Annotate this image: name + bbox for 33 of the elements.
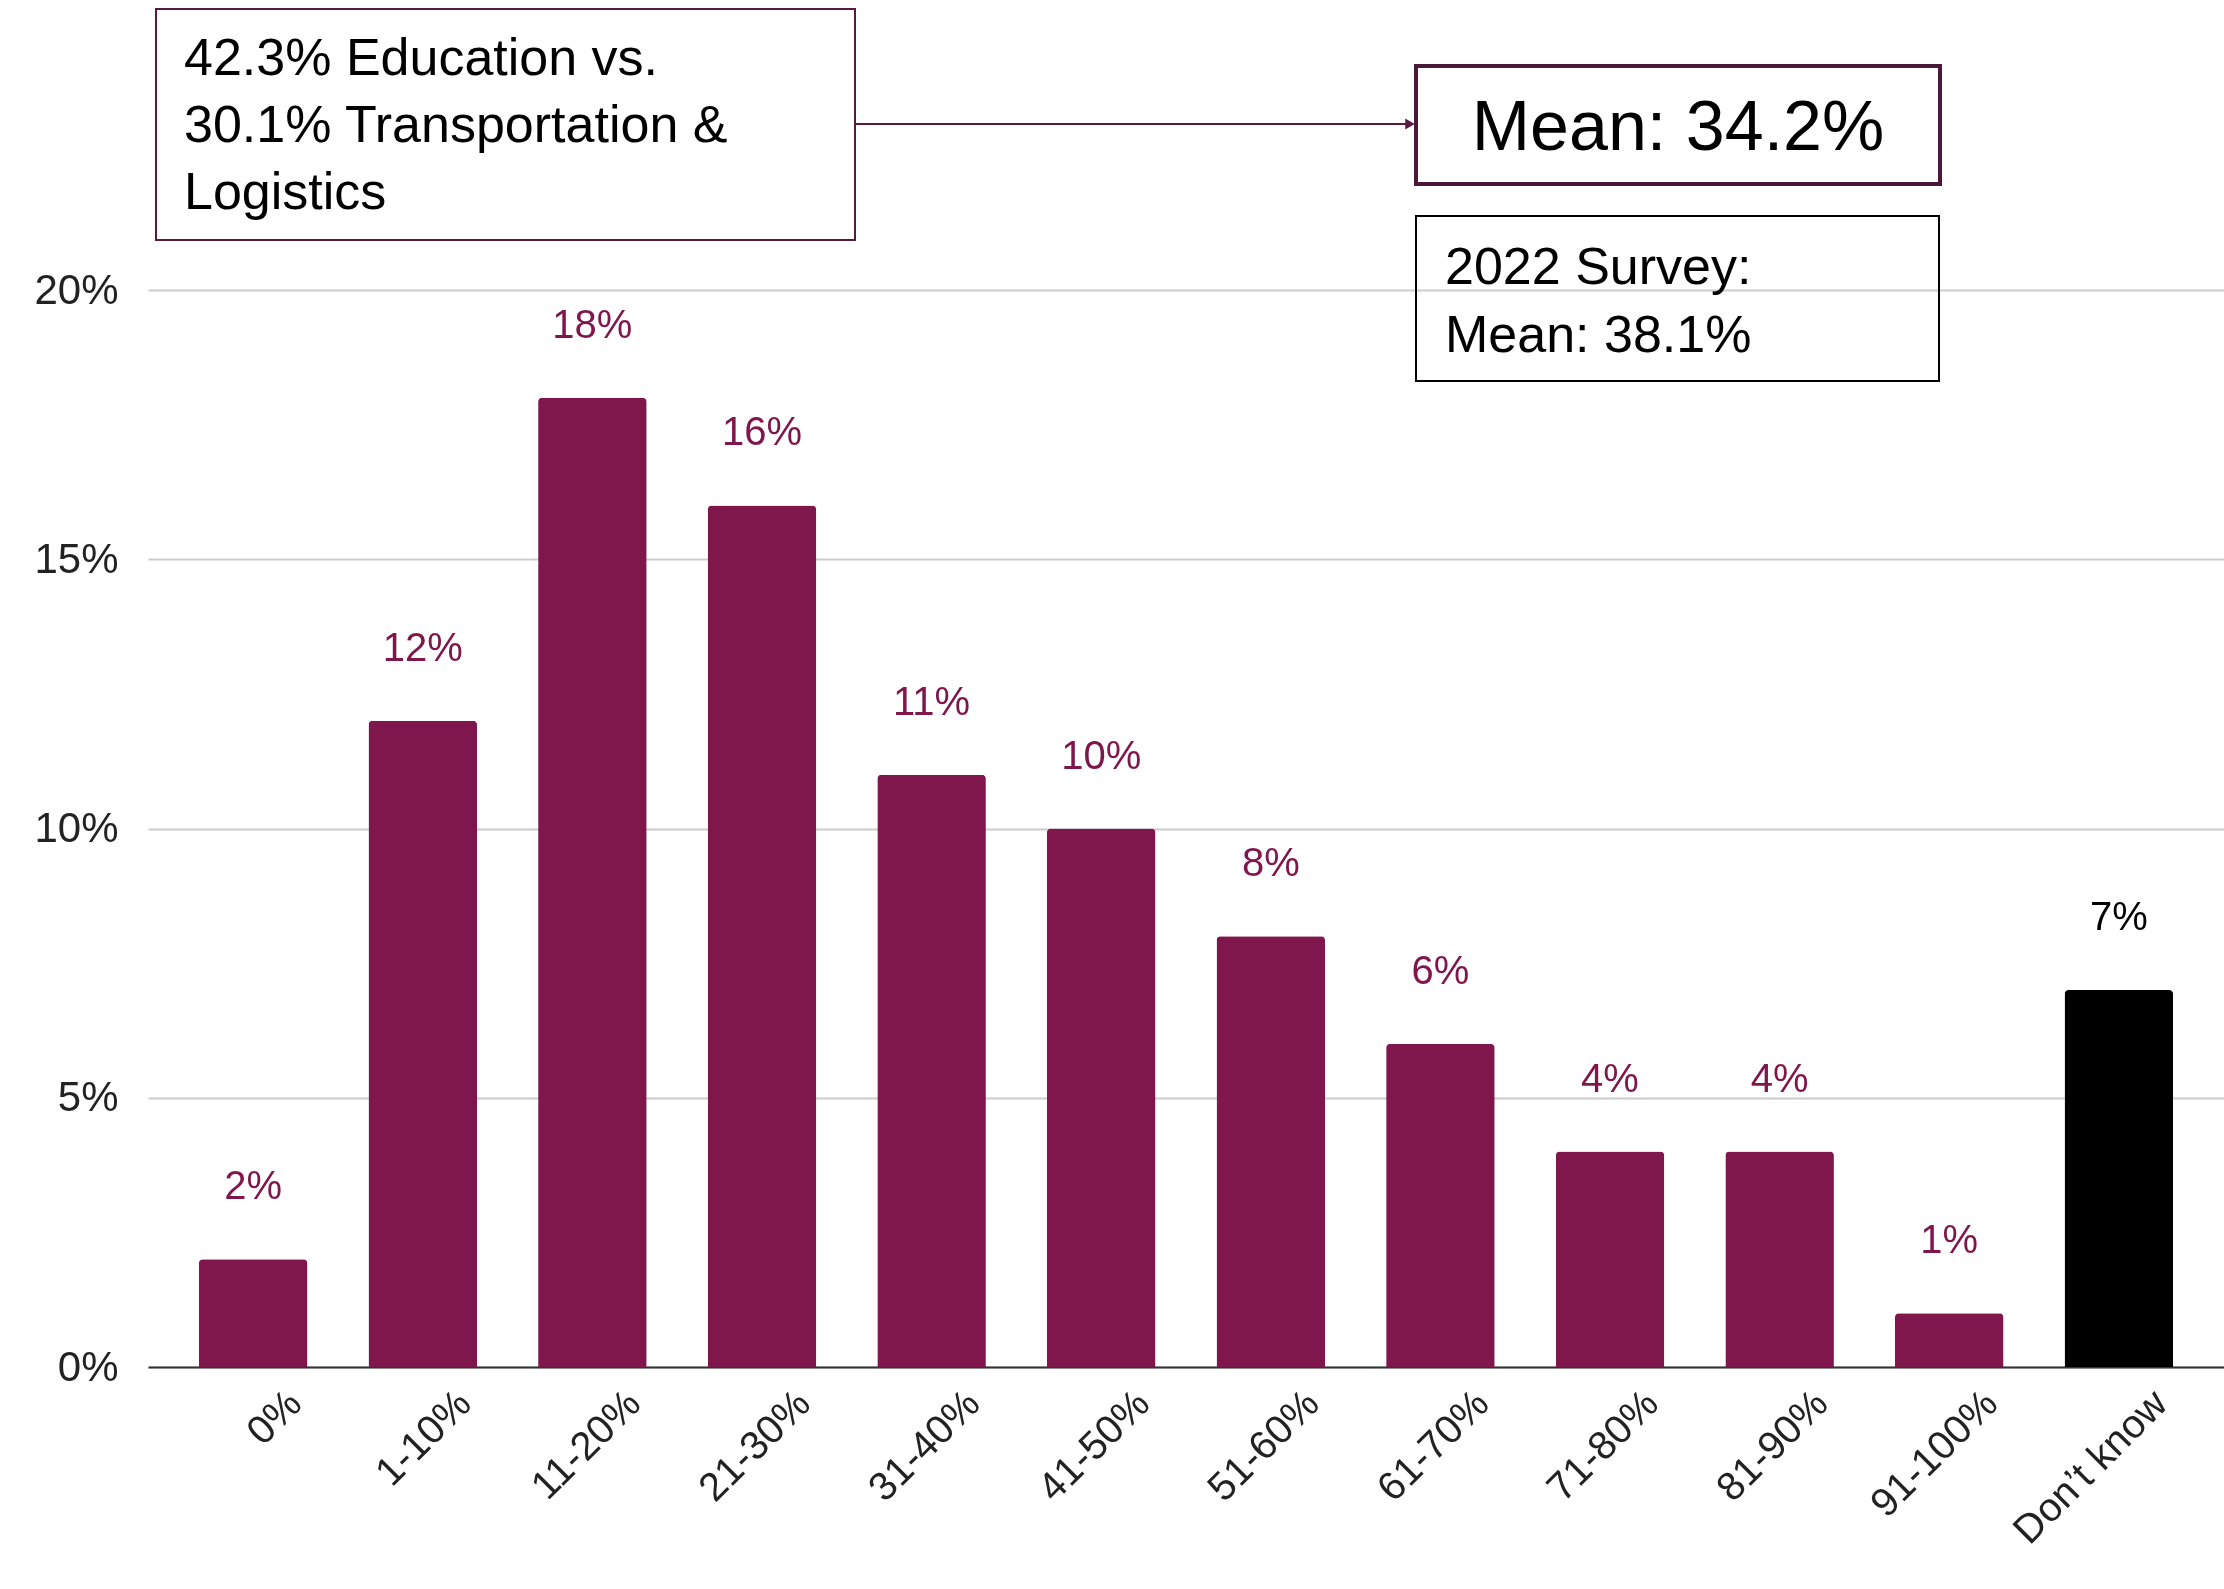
bar xyxy=(707,505,817,1367)
bar xyxy=(1046,828,1156,1367)
bar xyxy=(1555,1151,1665,1367)
bar xyxy=(1725,1151,1834,1367)
data-label: 6% xyxy=(1411,947,1470,992)
data-label: 16% xyxy=(721,409,803,454)
bar xyxy=(1894,1313,2004,1367)
data-label: 10% xyxy=(1061,732,1142,777)
data-label: 12% xyxy=(382,624,463,669)
text: Mean: 34.2% xyxy=(1471,87,1885,165)
text: 42.3% Education vs. 30.1% Transportation & Logistics xyxy=(184,28,728,220)
bar xyxy=(2064,990,2174,1367)
data-label: 8% xyxy=(1241,840,1300,885)
bar xyxy=(538,397,647,1367)
data-label: 2% xyxy=(224,1163,283,1208)
data-label: 7% xyxy=(2089,894,2148,939)
x-tick-label: 0% xyxy=(237,1380,310,1453)
bar xyxy=(368,720,478,1367)
data-label: 18% xyxy=(552,301,633,346)
y-tick-label: 20% xyxy=(34,265,119,313)
data-label: 4% xyxy=(1750,1055,1809,1100)
y-tick-label: 0% xyxy=(57,1342,119,1390)
y-tick-label: 10% xyxy=(34,804,119,851)
annotation: 2022 Survey: Mean: 38.1% xyxy=(1445,237,1752,363)
bar xyxy=(198,1259,308,1367)
bar xyxy=(1386,1043,1495,1367)
y-tick-label: 15% xyxy=(34,534,119,582)
data-label: 1% xyxy=(1920,1217,1979,1262)
bar xyxy=(1216,936,1326,1367)
data-label: 11% xyxy=(893,678,971,723)
bar xyxy=(877,774,986,1367)
y-tick-label: 5% xyxy=(57,1073,119,1121)
data-label: 4% xyxy=(1581,1055,1639,1100)
